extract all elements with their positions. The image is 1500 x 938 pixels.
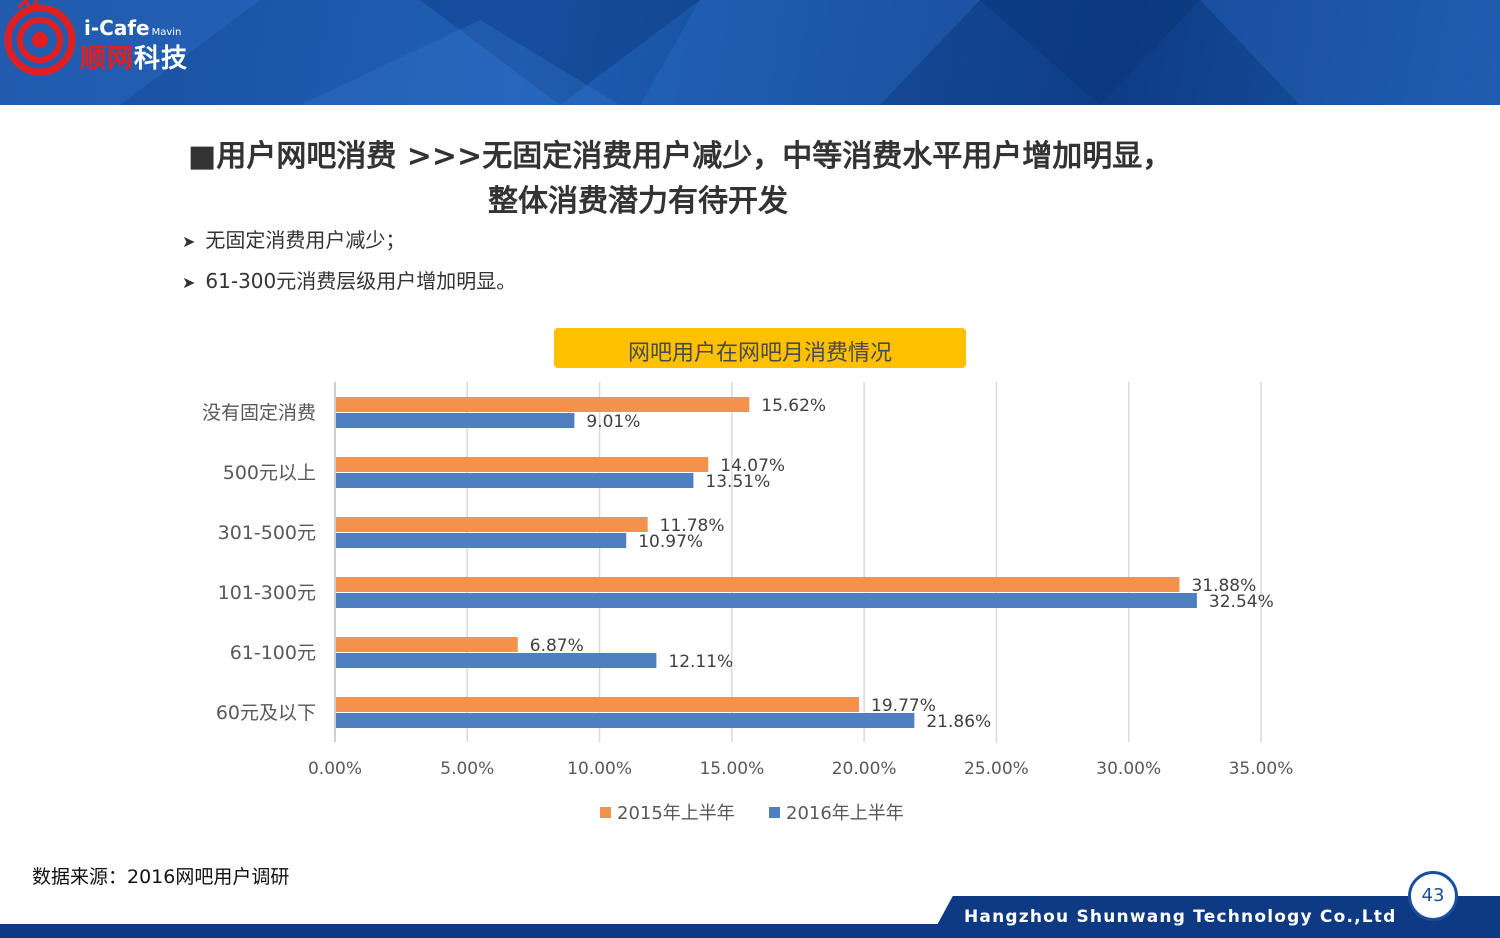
x-tick-label: 15.00% <box>699 759 764 779</box>
data-label: 11.78% <box>660 516 725 536</box>
x-tick-label: 25.00% <box>964 759 1029 779</box>
data-label: 21.86% <box>926 712 991 732</box>
data-label: 12.11% <box>668 652 733 672</box>
data-label: 10.97% <box>638 532 703 552</box>
data-label: 15.62% <box>761 396 826 416</box>
arrow-bullet-icon: ➤ <box>182 273 196 292</box>
category-label: 61-100元 <box>230 642 316 664</box>
page-number: 43 <box>1408 871 1458 921</box>
bar <box>336 533 627 548</box>
data-label: 19.77% <box>871 696 936 716</box>
chart-title: 网吧用户在网吧月消费情况 <box>627 341 892 366</box>
logo-target-icon <box>4 0 76 76</box>
footer-tab <box>930 896 1500 938</box>
header-banner: i-Cafe Mavin 顺网科技 <box>0 0 1500 105</box>
x-tick-label: 0.00% <box>308 759 362 779</box>
category-label: 没有固定消费 <box>202 402 316 424</box>
bar-chart: 0.00% 5.00% 10.00% 15.00% 20.00% 25.00% 30.00%… <box>202 382 1294 824</box>
x-tick-label: 30.00% <box>1096 759 1161 779</box>
logo-chinese-name: 顺网科技 <box>80 44 189 74</box>
bar <box>336 413 575 428</box>
bar <box>336 517 648 532</box>
logo-brand-text: i-Cafe Mavin <box>84 16 182 40</box>
header-background <box>0 0 1500 105</box>
x-tick-label: 20.00% <box>832 759 897 779</box>
legend-label: 2015年上半年 <box>617 803 735 824</box>
data-label: 31.88% <box>1191 576 1256 596</box>
legend-label: 2016年上半年 <box>786 803 904 824</box>
bar <box>336 713 915 728</box>
data-label: 9.01% <box>586 412 640 432</box>
page-title-line2: 整体消费潜力有待开发 <box>488 184 788 219</box>
category-label: 500元以上 <box>223 462 316 484</box>
x-tick-label: 35.00% <box>1229 759 1294 779</box>
bar <box>336 637 518 652</box>
bar <box>336 397 750 412</box>
x-tick-label: 10.00% <box>567 759 632 779</box>
data-label: 13.51% <box>705 472 770 492</box>
legend-swatch <box>600 807 611 818</box>
page-title-line1: ■用户网吧消费 >>>无固定消费用户减少，中等消费水平用户增加明显， <box>188 139 1173 174</box>
legend-swatch <box>769 807 780 818</box>
chart-title-box: 网吧用户在网吧月消费情况 <box>554 328 966 368</box>
data-label: 32.54% <box>1209 592 1274 612</box>
bar <box>336 577 1180 592</box>
x-tick-label: 5.00% <box>440 759 494 779</box>
data-source-note: 数据来源：2016网吧用户调研 <box>32 866 290 888</box>
data-label: 6.87% <box>530 636 584 656</box>
category-label: 60元及以下 <box>216 702 316 724</box>
bullet-item-1: ➤ 无固定消费用户减少； <box>182 228 406 252</box>
bullet-item-2: ➤ 61-300元消费层级用户增加明显。 <box>182 269 517 293</box>
bar <box>336 697 860 712</box>
company-name: Hangzhou Shunwang Technology Co.,Ltd <box>964 907 1397 927</box>
bar <box>336 457 709 472</box>
category-label: 101-300元 <box>218 582 316 604</box>
bar <box>336 473 694 488</box>
bar <box>336 593 1197 608</box>
arrow-bullet-icon: ➤ <box>182 232 196 251</box>
bar <box>336 653 657 668</box>
data-label: 14.07% <box>720 456 785 476</box>
category-label: 301-500元 <box>218 522 316 544</box>
